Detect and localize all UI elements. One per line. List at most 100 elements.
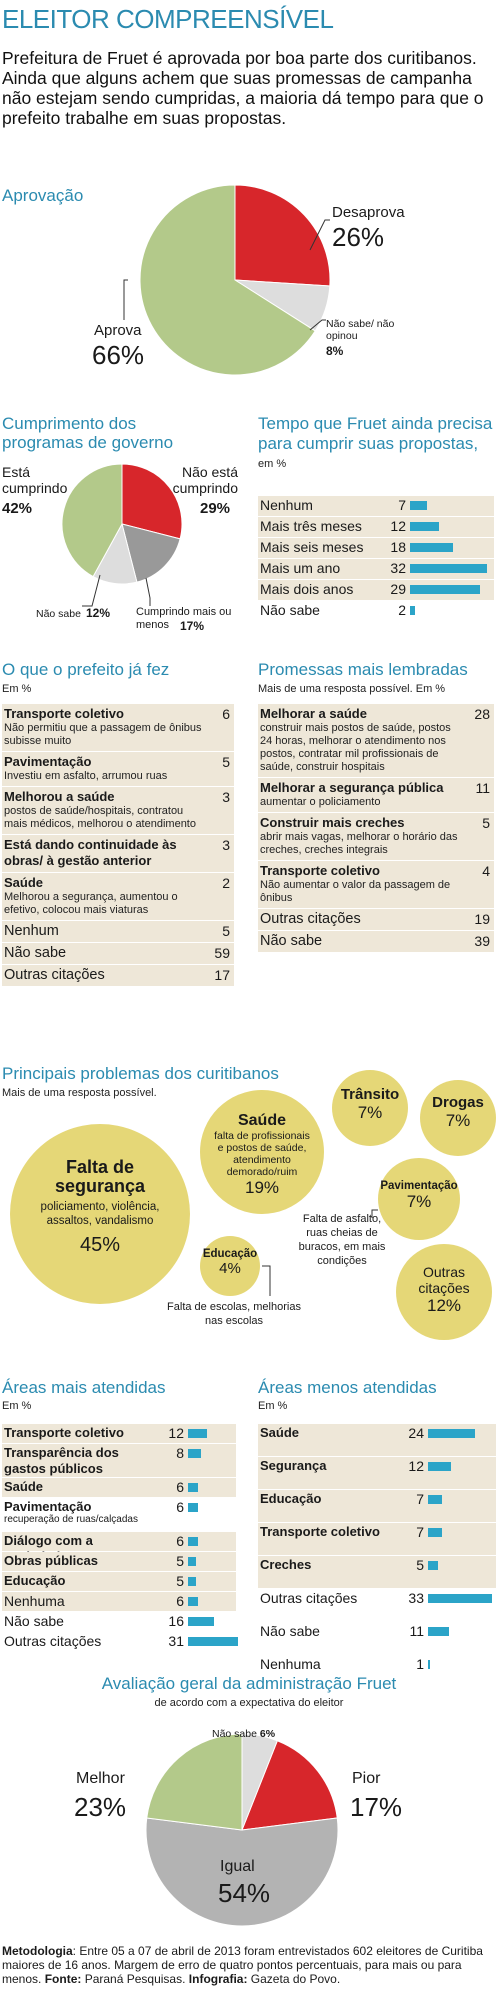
table-row: Diálogo com a sociedade6 — [2, 1532, 236, 1564]
pie-slice-desaprova — [234, 184, 331, 287]
problemas-title: Principais problemas dos curitibanos — [2, 1064, 279, 1083]
row-value: 7 — [416, 1524, 424, 1540]
row-label: Educação — [260, 1491, 322, 1506]
row-label: Mais um ano — [260, 560, 341, 576]
promessas-title: Promessas mais lembradas — [258, 660, 468, 679]
row-label: Mais dois anos — [260, 581, 354, 597]
item-label: Está dando continuidade às obras/ à gest… — [4, 837, 177, 868]
mais-menos-label: Cumprindo mais ou menos — [136, 606, 232, 631]
table-row: Educação 7 — [258, 1490, 496, 1523]
row-value: 12 — [408, 1458, 424, 1474]
areas-mais-title: Áreas mais atendidas — [2, 1378, 166, 1397]
bubble-saude-value: 19% — [244, 1178, 280, 1197]
row-label: Saúde — [260, 1425, 300, 1440]
avaliacao-pie — [145, 1733, 339, 1927]
list-item: Melhorou a saúde postos de saúde/hospitai… — [2, 787, 234, 835]
list-item: Nenhum 5 — [2, 921, 234, 943]
row-label: Outras citações — [4, 1633, 102, 1649]
prefeito-title: O que o prefeito já fez — [2, 660, 170, 679]
tempo-table: Nenhum 7 Mais três meses 12 Mais seis meses 1… — [258, 496, 494, 622]
bar — [410, 543, 454, 552]
bar — [188, 1449, 201, 1458]
item-label: Outras citações — [260, 911, 361, 927]
bar — [428, 1627, 450, 1636]
bubble-saude-name: Saúde — [237, 1112, 286, 1129]
row-value: 33 — [408, 1590, 424, 1606]
bar — [188, 1577, 196, 1586]
row-value: 18 — [390, 539, 406, 555]
infografia-label: Infografia: — [188, 1972, 248, 1986]
list-item: Saúde Melhorou a segurança, aumentou o ef… — [2, 873, 234, 921]
tempo-title-block: Tempo que Fruet ainda precisa para cumpr… — [258, 414, 494, 472]
bar — [428, 1660, 430, 1669]
list-item: Transporte coletivo Não aumentar o valor … — [258, 861, 494, 909]
av-naosabe-label: Não sabe — [212, 1728, 257, 1740]
av-pior-value: 17% — [350, 1792, 403, 1822]
promessas-table: Melhorar a saúde construir mais postos de… — [258, 704, 494, 953]
bar — [410, 522, 439, 531]
row-label: Saúde — [4, 1479, 44, 1494]
item-label: Outras citações — [4, 967, 105, 983]
table-row: Não sabe 16 — [2, 1612, 236, 1632]
table-row: Segurança 12 — [258, 1457, 496, 1490]
leader-naosabe2 — [82, 574, 101, 607]
item-label: Não sabe — [260, 933, 323, 949]
fonte-label: Fonte: — [44, 1972, 82, 1986]
row-value: 12 — [168, 1425, 184, 1441]
bar — [410, 501, 427, 510]
table-row: Nenhuma 6 — [2, 1592, 236, 1612]
table-row: Transporte coletivo 7 — [258, 1523, 496, 1556]
pie-slice-nao-sabe — [241, 1733, 278, 1831]
row-value: 6 — [176, 1533, 184, 1549]
av-igual-label: Igual — [220, 1858, 255, 1875]
item-value: 3 — [222, 837, 230, 853]
bubble-transito-name: Trânsito — [340, 1086, 400, 1103]
bar — [428, 1561, 438, 1570]
bubble-outras: Outras citações 12% — [396, 1244, 492, 1340]
row-value: 5 — [416, 1557, 424, 1573]
leader-aprova — [123, 279, 128, 320]
nao-sabe2-label: Não sabe — [36, 608, 81, 620]
bubble-transito: Trânsito 7% — [332, 1070, 408, 1146]
bubble-drogas: Drogas 7% — [420, 1080, 496, 1156]
cumprindo-label: Está cumprindo — [2, 464, 68, 496]
item-label: Transporte coletivo — [4, 706, 124, 721]
metodologia-label: Metodologia — [2, 1944, 73, 1958]
leader-naosabe — [309, 319, 326, 331]
bubble-outras-value: 12% — [426, 1296, 462, 1315]
bubble-drogas-name: Drogas — [432, 1094, 484, 1111]
list-item: Transporte coletivo Não permitiu que a pa… — [2, 704, 234, 752]
item-desc: abrir mais vagas, melhorar o horário das… — [260, 831, 458, 856]
table-row: Não sabe 2 — [258, 601, 494, 622]
leader-pav — [371, 1209, 378, 1218]
problemas-unit: Mais de uma resposta possível. — [2, 1087, 157, 1099]
tempo-title: Tempo que Fruet ainda precisa para cumpr… — [258, 414, 493, 453]
row-value: 6 — [176, 1593, 184, 1609]
item-value: 39 — [474, 933, 490, 949]
row-value: 6 — [176, 1499, 184, 1515]
bar — [188, 1617, 214, 1626]
bubble-transito-value: 7% — [357, 1103, 383, 1122]
table-row: Nenhuma 1 — [258, 1655, 496, 1688]
row-value: 12 — [390, 518, 406, 534]
naosabe-value: 8% — [326, 344, 344, 358]
areas-menos-title: Áreas menos atendidas — [258, 1378, 437, 1397]
naosabe-label: Não sabe/ não opinou — [326, 318, 395, 342]
bubble-saude-desc: falta de profissionais e postos de saúde… — [214, 1130, 310, 1178]
leader-edu — [262, 1265, 271, 1296]
bubble-seguranca-value: 45% — [79, 1234, 121, 1256]
av-pior-label: Pior — [352, 1770, 381, 1787]
bar — [188, 1483, 198, 1492]
list-item: Não sabe 59 — [2, 943, 234, 965]
table-row: Transporte coletivo 12 — [2, 1424, 236, 1444]
row-label: Transporte coletivo — [4, 1425, 124, 1440]
item-desc: Não aumentar o valor da passagem de ônib… — [260, 879, 451, 904]
aprova-label: Aprova — [94, 322, 142, 339]
row-value: 6 — [176, 1479, 184, 1495]
row-value: 1 — [416, 1656, 424, 1672]
list-item: Pavimentação Investiu em asfalto, arrumou… — [2, 752, 234, 787]
desaprova-label: Desaprova — [332, 204, 405, 221]
bubble-pavimentacao-name: Pavimentação — [380, 1180, 458, 1192]
bar — [188, 1429, 208, 1438]
bubble-saude: Saúde falta de profissionais e postos de… — [200, 1090, 324, 1214]
